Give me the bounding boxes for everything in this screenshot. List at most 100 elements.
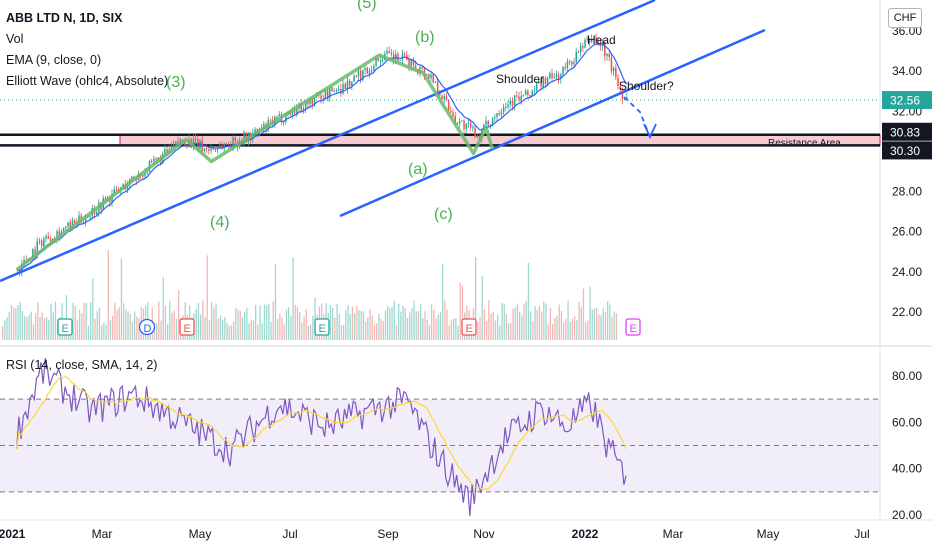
candle-body bbox=[335, 90, 338, 92]
candle-body bbox=[443, 96, 446, 100]
volume-bar bbox=[131, 321, 134, 340]
time-tick-label: 2021 bbox=[0, 527, 26, 541]
candle-body bbox=[67, 222, 69, 227]
rsi-legend: RSI (14, close, SMA, 14, 2) bbox=[6, 358, 158, 372]
candle-body bbox=[157, 157, 160, 160]
candle-body bbox=[153, 158, 155, 162]
volume-bar bbox=[92, 278, 94, 340]
volume-bar bbox=[442, 264, 444, 340]
volume-bar bbox=[96, 311, 98, 340]
price-label-box bbox=[882, 122, 932, 141]
candle-body bbox=[227, 144, 230, 146]
candle-body bbox=[245, 132, 248, 141]
candle-body bbox=[65, 226, 67, 228]
price-label-text: 30.83 bbox=[890, 125, 920, 139]
volume-bar bbox=[514, 307, 516, 340]
volume-bar bbox=[255, 304, 257, 340]
candle-body bbox=[320, 95, 322, 99]
volume-bar bbox=[398, 303, 400, 340]
candle-body bbox=[395, 53, 397, 60]
volume-bar bbox=[43, 318, 46, 340]
candle-body bbox=[324, 89, 327, 99]
candle-body bbox=[43, 238, 45, 247]
volume-series bbox=[2, 249, 618, 340]
volume-bar bbox=[250, 320, 252, 340]
candle-body bbox=[375, 57, 377, 66]
candle-body bbox=[357, 70, 360, 77]
volume-bar bbox=[329, 304, 332, 340]
volume-bar bbox=[580, 307, 582, 340]
volume-bar bbox=[431, 304, 433, 340]
volume-bar bbox=[274, 264, 277, 340]
volume-bar bbox=[486, 321, 488, 340]
volume-bar bbox=[206, 255, 208, 340]
volume-bar bbox=[48, 319, 50, 340]
candle-body bbox=[573, 62, 575, 65]
candle-body bbox=[588, 38, 591, 43]
earnings-marker-icon bbox=[57, 318, 73, 336]
volume-bar bbox=[244, 311, 246, 340]
candle-body bbox=[337, 88, 340, 91]
ema-line bbox=[17, 43, 628, 271]
volume-bar bbox=[406, 318, 409, 340]
volume-bar bbox=[525, 300, 527, 340]
volume-bar bbox=[481, 276, 483, 340]
candle-body bbox=[535, 83, 538, 91]
volume-bar bbox=[272, 301, 274, 340]
candle-body bbox=[498, 113, 501, 115]
volume-bar bbox=[246, 307, 248, 340]
volume-bar bbox=[483, 308, 486, 340]
volume-bar bbox=[336, 304, 338, 340]
volume-bar bbox=[109, 319, 112, 340]
volume-bar bbox=[153, 322, 156, 340]
candle-body bbox=[307, 101, 309, 105]
currency-button[interactable]: CHF bbox=[888, 8, 922, 28]
volume-bar bbox=[32, 324, 35, 340]
volume-bar bbox=[74, 306, 76, 340]
candle-body bbox=[146, 171, 149, 173]
volume-bar bbox=[448, 325, 450, 340]
candle-body bbox=[430, 74, 432, 79]
candle-body bbox=[524, 90, 527, 96]
candle-body bbox=[150, 161, 153, 163]
candle-body bbox=[502, 107, 505, 113]
volume-bar bbox=[50, 303, 52, 340]
annotation-wave-5: (5) bbox=[357, 0, 377, 12]
volume-bar bbox=[224, 317, 226, 340]
candle-body bbox=[432, 74, 435, 83]
volume-bar bbox=[371, 315, 373, 340]
candle-body bbox=[95, 211, 98, 215]
volume-bar bbox=[444, 300, 446, 340]
channel-upper-line bbox=[339, 28, 766, 218]
candle-body bbox=[579, 46, 582, 53]
candle-body bbox=[447, 100, 450, 111]
event-marker-label: D bbox=[144, 323, 152, 335]
volume-bar bbox=[15, 308, 17, 340]
time-tick-label: Jul bbox=[854, 527, 869, 541]
volume-bar bbox=[349, 314, 351, 340]
candle-body bbox=[392, 54, 395, 60]
volume-bar bbox=[380, 318, 382, 340]
volume-bar bbox=[277, 318, 279, 340]
candle-body bbox=[311, 99, 314, 105]
volume-bar bbox=[389, 308, 391, 340]
volume-bar bbox=[413, 300, 415, 340]
volume-bar bbox=[422, 317, 424, 340]
candle-body bbox=[441, 95, 443, 100]
candle-body bbox=[494, 116, 496, 119]
volume-bar bbox=[114, 302, 116, 340]
candle-body bbox=[170, 147, 173, 149]
volume-bar bbox=[523, 303, 525, 340]
volume-bar bbox=[65, 295, 68, 340]
volume-bar bbox=[230, 325, 233, 340]
volume-bar bbox=[288, 307, 290, 340]
volume-bar bbox=[303, 316, 305, 340]
volume-bar bbox=[13, 307, 15, 340]
candle-body bbox=[329, 87, 331, 98]
price-tick-label: 22.00 bbox=[892, 305, 922, 319]
candle-body bbox=[89, 215, 91, 217]
candle-body bbox=[408, 59, 410, 67]
candle-body bbox=[522, 95, 525, 97]
candle-body bbox=[278, 114, 281, 117]
volume-bar bbox=[576, 320, 578, 340]
